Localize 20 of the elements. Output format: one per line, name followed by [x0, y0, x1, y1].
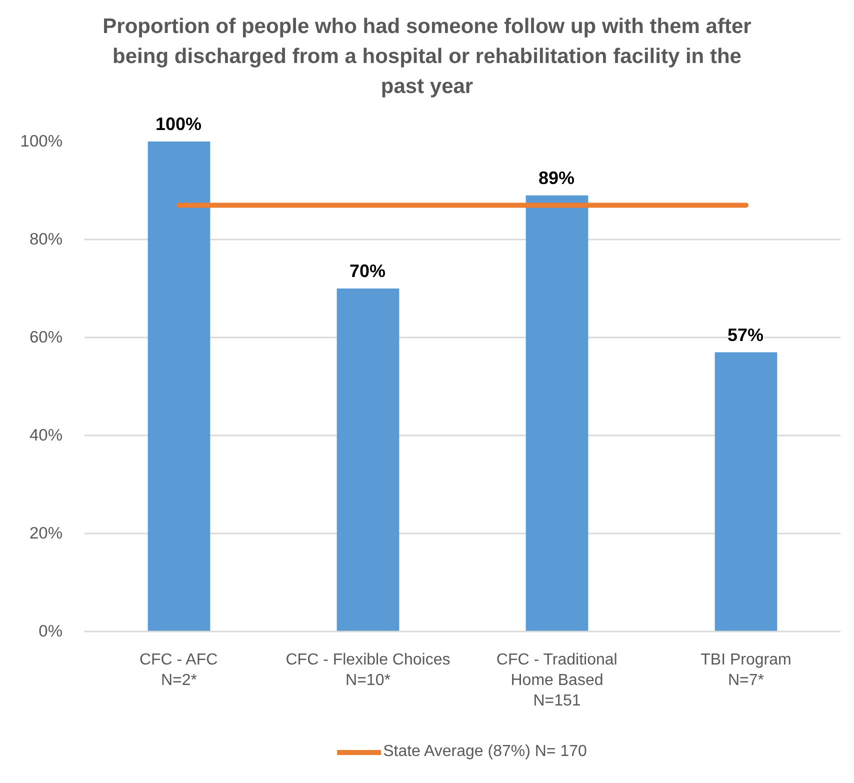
y-tick-label: 0%: [38, 622, 63, 640]
bar: [526, 195, 588, 632]
data-label: 57%: [727, 324, 764, 346]
y-tick-label: 100%: [20, 132, 63, 150]
y-tick-label: 60%: [29, 328, 63, 346]
chart-title: Proportion of people who had someone follow up with them after being discharged from a hospital or rehabilitation facility in the past year: [102, 14, 752, 100]
y-tick-label: 20%: [29, 524, 63, 542]
x-tick-label: TBI Program N=7*: [700, 652, 792, 689]
data-label: 100%: [155, 114, 202, 135]
y-tick-label: 80%: [29, 230, 63, 248]
data-label: 89%: [538, 168, 575, 189]
legend-label: State Average (87%) N= 170: [383, 743, 587, 761]
data-label: 70%: [349, 261, 386, 282]
x-tick-label: CFC - Traditional Home Based N=151: [496, 652, 618, 710]
bar: [714, 352, 778, 632]
bar: [148, 142, 210, 632]
bar: [336, 288, 400, 632]
y-tick-label: 40%: [29, 426, 63, 444]
x-tick-label: CFC - AFC N=2*: [139, 652, 218, 689]
x-tick-label: CFC - Flexible Choices N=10*: [286, 652, 450, 689]
